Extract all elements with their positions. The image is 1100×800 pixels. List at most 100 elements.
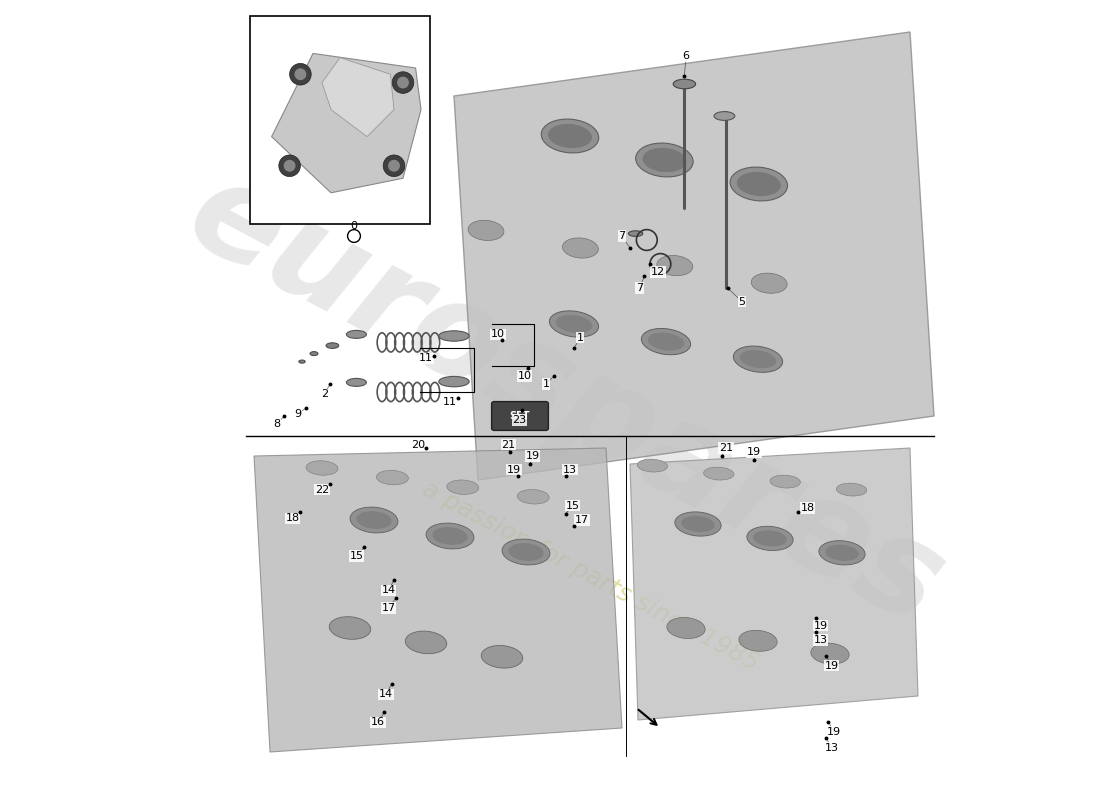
Ellipse shape	[306, 461, 338, 475]
Text: 7: 7	[618, 231, 626, 241]
Ellipse shape	[447, 480, 478, 494]
Ellipse shape	[432, 527, 468, 545]
Ellipse shape	[642, 148, 686, 172]
Polygon shape	[272, 54, 421, 193]
Ellipse shape	[751, 273, 788, 294]
Text: 19: 19	[813, 621, 827, 630]
Circle shape	[295, 68, 306, 80]
Text: 17: 17	[575, 515, 590, 525]
Ellipse shape	[350, 507, 398, 533]
Text: 15: 15	[565, 501, 580, 510]
Text: 15: 15	[350, 551, 363, 561]
Ellipse shape	[811, 643, 849, 664]
Ellipse shape	[468, 220, 504, 241]
Text: 19: 19	[825, 661, 838, 670]
Ellipse shape	[439, 376, 470, 386]
Text: 10: 10	[491, 330, 505, 339]
Polygon shape	[454, 32, 934, 480]
Ellipse shape	[734, 346, 782, 372]
Ellipse shape	[310, 351, 318, 355]
Text: 18: 18	[801, 503, 815, 513]
Ellipse shape	[675, 512, 722, 536]
Ellipse shape	[346, 330, 366, 338]
Text: 21: 21	[719, 443, 733, 453]
Circle shape	[284, 160, 296, 172]
Text: 17: 17	[382, 603, 396, 613]
Circle shape	[289, 63, 311, 85]
Circle shape	[397, 77, 409, 89]
Ellipse shape	[714, 111, 735, 120]
Text: 11: 11	[443, 397, 456, 406]
Ellipse shape	[681, 516, 715, 532]
Ellipse shape	[737, 172, 781, 196]
Bar	[250, 16, 430, 224]
Text: 7: 7	[636, 283, 644, 293]
Text: 1: 1	[542, 379, 550, 389]
Text: 23: 23	[513, 415, 527, 425]
Ellipse shape	[730, 167, 788, 201]
Ellipse shape	[754, 530, 786, 546]
Ellipse shape	[541, 119, 598, 153]
Text: eurospares: eurospares	[167, 148, 965, 652]
Text: SET: SET	[509, 411, 530, 421]
Ellipse shape	[836, 483, 867, 496]
Text: 13: 13	[563, 465, 578, 474]
Ellipse shape	[747, 526, 793, 550]
Text: 14: 14	[382, 586, 396, 595]
Circle shape	[278, 155, 300, 177]
Ellipse shape	[502, 539, 550, 565]
Ellipse shape	[657, 255, 693, 276]
Circle shape	[393, 72, 414, 94]
Ellipse shape	[326, 342, 339, 349]
Ellipse shape	[641, 329, 691, 354]
Ellipse shape	[548, 124, 592, 148]
Ellipse shape	[556, 315, 592, 333]
Ellipse shape	[329, 617, 371, 639]
Text: 2: 2	[321, 390, 328, 399]
Text: 11: 11	[419, 354, 433, 363]
Text: 8: 8	[273, 419, 280, 429]
Ellipse shape	[636, 143, 693, 177]
Ellipse shape	[648, 333, 684, 350]
Text: 21: 21	[502, 440, 516, 450]
Ellipse shape	[739, 350, 777, 368]
Text: a passion for parts since 1985: a passion for parts since 1985	[418, 477, 762, 675]
Text: 20: 20	[411, 440, 425, 450]
Text: 0: 0	[351, 222, 358, 231]
Polygon shape	[630, 448, 918, 720]
Ellipse shape	[562, 238, 598, 258]
Ellipse shape	[376, 470, 408, 485]
Text: 22: 22	[315, 485, 329, 494]
Text: 5: 5	[738, 297, 746, 306]
Ellipse shape	[704, 467, 734, 480]
Ellipse shape	[299, 360, 305, 363]
Text: 19: 19	[507, 465, 521, 474]
Text: 19: 19	[747, 447, 761, 457]
Circle shape	[383, 155, 405, 177]
Ellipse shape	[818, 541, 865, 565]
Circle shape	[388, 160, 400, 172]
Text: 16: 16	[371, 718, 385, 727]
Text: 12: 12	[651, 267, 666, 277]
Text: 19: 19	[827, 727, 842, 737]
Ellipse shape	[356, 511, 392, 529]
Ellipse shape	[508, 543, 543, 561]
Ellipse shape	[825, 545, 859, 561]
Text: 14: 14	[378, 690, 393, 699]
Ellipse shape	[667, 618, 705, 638]
Ellipse shape	[739, 630, 777, 651]
Ellipse shape	[482, 646, 522, 668]
Ellipse shape	[439, 331, 470, 341]
Ellipse shape	[517, 490, 549, 504]
Text: 1: 1	[576, 333, 584, 342]
Ellipse shape	[637, 459, 668, 472]
Ellipse shape	[673, 79, 695, 89]
Text: 13: 13	[825, 743, 838, 753]
Polygon shape	[322, 58, 394, 137]
Text: 9: 9	[295, 409, 301, 418]
Ellipse shape	[346, 378, 366, 386]
Text: 6: 6	[682, 51, 690, 61]
Text: 13: 13	[813, 635, 827, 645]
Ellipse shape	[549, 311, 598, 337]
Text: 19: 19	[526, 451, 539, 461]
